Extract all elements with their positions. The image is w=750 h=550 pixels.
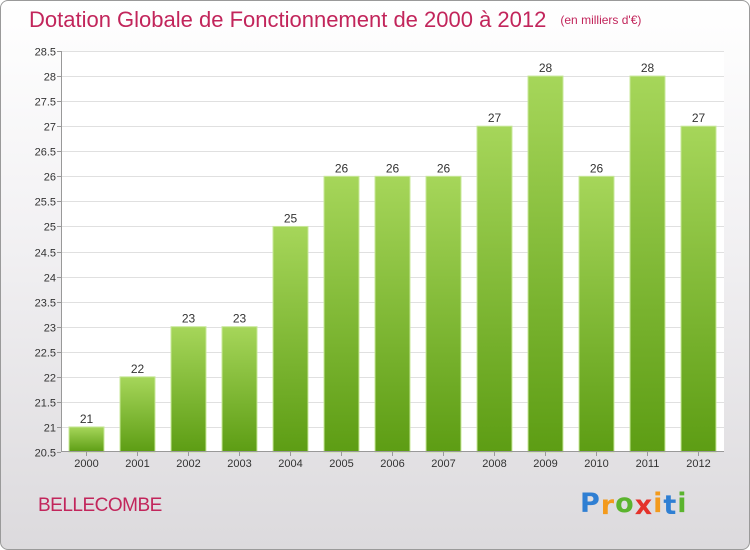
bar-2011 xyxy=(629,75,666,453)
x-tick-label-2006: 2006 xyxy=(380,458,404,470)
chart-title-text: Dotation Globale de Fonctionnement de 20… xyxy=(29,7,547,32)
x-tick-label-2012: 2012 xyxy=(686,458,710,470)
y-tick-label: 28 xyxy=(44,72,56,84)
x-tick-label-2000: 2000 xyxy=(74,458,98,470)
data-label-2012: 27 xyxy=(692,111,706,125)
logo-letter: r xyxy=(600,490,616,521)
data-label-2007: 26 xyxy=(437,161,451,175)
data-label-2000: 21 xyxy=(80,412,94,426)
bar-2009 xyxy=(527,75,564,453)
logo-letter: i xyxy=(677,488,688,519)
x-tick-label-2011: 2011 xyxy=(636,458,660,470)
y-tick-label: 22.5 xyxy=(35,348,56,360)
bar-2002 xyxy=(170,326,207,453)
y-tick-label: 24 xyxy=(44,273,56,285)
y-tick-label: 21.5 xyxy=(35,398,56,410)
x-tick-label-2010: 2010 xyxy=(584,458,608,470)
bar-2006 xyxy=(374,175,411,453)
logo-letter: o xyxy=(615,488,635,519)
y-tick-label: 23 xyxy=(44,323,56,335)
y-tick-label: 23.5 xyxy=(35,298,56,310)
bar-2012 xyxy=(680,125,717,453)
y-tick-label: 27.5 xyxy=(35,97,56,109)
data-label-2005: 26 xyxy=(335,161,349,175)
x-tick-label-2002: 2002 xyxy=(176,458,200,470)
data-label-2010: 26 xyxy=(590,161,604,175)
bar-2007 xyxy=(425,175,462,453)
logo-letter: t xyxy=(663,490,678,521)
bar-2010 xyxy=(578,175,615,453)
data-label-2001: 22 xyxy=(131,362,145,376)
chart-title: Dotation Globale de Fonctionnement de 20… xyxy=(29,7,641,33)
data-label-2006: 26 xyxy=(386,161,400,175)
y-tick-label: 20.5 xyxy=(35,448,56,460)
y-tick-label: 25.5 xyxy=(35,197,56,209)
logo-letter: P xyxy=(580,488,601,519)
x-tick-label-2007: 2007 xyxy=(431,458,455,470)
bar-2000 xyxy=(68,426,105,453)
bar-2008 xyxy=(476,125,513,453)
y-tick-label: 24.5 xyxy=(35,248,56,260)
x-tick-label-2008: 2008 xyxy=(482,458,506,470)
y-tick-label: 25 xyxy=(44,222,56,234)
y-tick-label: 26.5 xyxy=(35,147,56,159)
x-tick-label-2005: 2005 xyxy=(329,458,353,470)
data-label-2009: 28 xyxy=(539,61,553,75)
y-tick-label: 26 xyxy=(44,172,56,184)
data-label-2002: 23 xyxy=(182,312,196,326)
logo-letter: x xyxy=(634,490,654,521)
data-label-2003: 23 xyxy=(233,312,247,326)
y-tick-label: 21 xyxy=(44,423,56,435)
x-tick-label-2004: 2004 xyxy=(278,458,302,470)
bar-2005 xyxy=(323,175,360,453)
y-tick-label: 27 xyxy=(44,122,56,134)
bar-2001 xyxy=(119,376,156,453)
chart-unit: (en milliers d'€) xyxy=(560,13,642,27)
x-tick-label-2001: 2001 xyxy=(125,458,149,470)
bar-2003 xyxy=(221,326,258,453)
data-label-2004: 25 xyxy=(284,211,298,225)
bar-2004 xyxy=(272,225,309,453)
data-label-2011: 28 xyxy=(641,61,655,75)
commune-name: BELLECOMBE xyxy=(38,495,162,516)
x-tick-label-2009: 2009 xyxy=(533,458,557,470)
proxiti-logo: Proxiti xyxy=(580,488,688,521)
x-tick-label-2003: 2003 xyxy=(227,458,251,470)
logo-letter: i xyxy=(653,488,664,519)
y-tick-label: 22 xyxy=(44,373,56,385)
y-tick-label: 28.5 xyxy=(35,47,56,59)
data-label-2008: 27 xyxy=(488,111,502,125)
